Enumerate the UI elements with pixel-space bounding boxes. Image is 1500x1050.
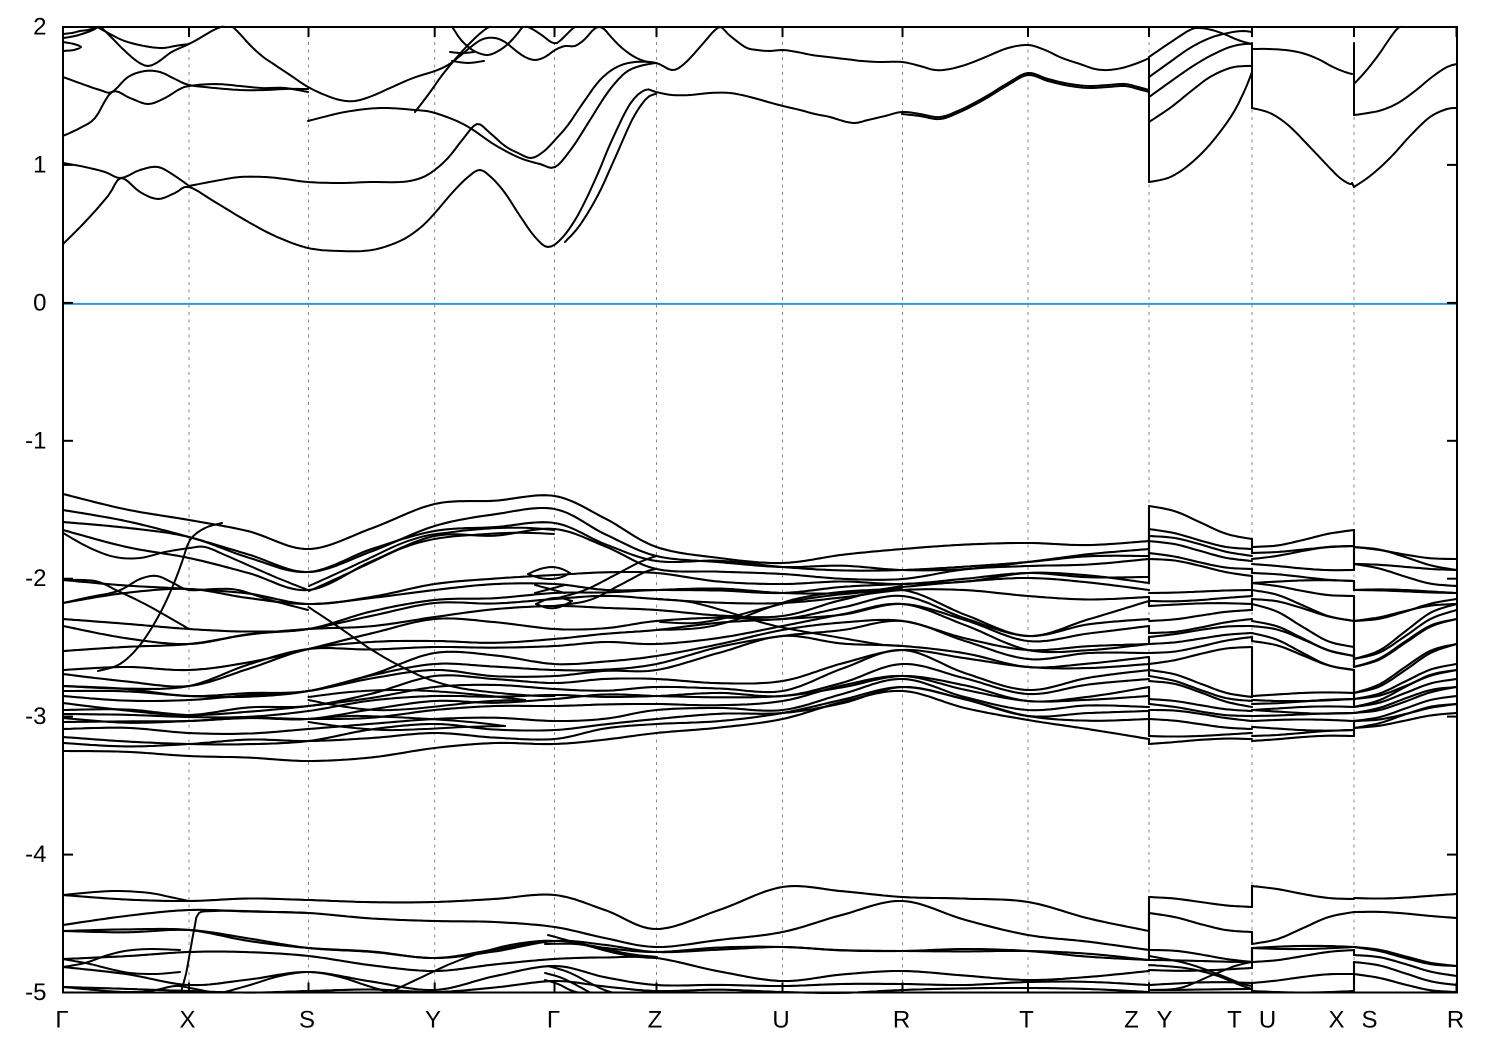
svg-text:-4: -4 (25, 841, 46, 868)
svg-text:Y: Y (425, 1007, 441, 1034)
svg-text:X: X (179, 1007, 195, 1034)
svg-text:Y: Y (1156, 1007, 1172, 1034)
svg-text:R: R (893, 1007, 910, 1034)
svg-text:Z: Z (1124, 1007, 1139, 1034)
svg-text:Γ: Γ (547, 1007, 560, 1034)
svg-text:2: 2 (33, 14, 46, 41)
svg-text:-2: -2 (25, 565, 46, 592)
svg-text:-5: -5 (25, 979, 46, 1006)
svg-text:1: 1 (33, 151, 46, 178)
svg-text:Γ: Γ (55, 1007, 68, 1034)
svg-text:-1: -1 (25, 427, 46, 454)
svg-text:R: R (1447, 1007, 1464, 1034)
svg-text:-3: -3 (25, 703, 46, 730)
svg-text:0: 0 (33, 289, 46, 316)
svg-text:Z: Z (648, 1007, 663, 1034)
svg-text:S: S (1361, 1007, 1377, 1034)
svg-text:U: U (1259, 1007, 1276, 1034)
svg-text:X: X (1328, 1007, 1344, 1034)
svg-text:U: U (772, 1007, 789, 1034)
svg-text:S: S (299, 1007, 315, 1034)
svg-text:T: T (1019, 1007, 1034, 1034)
svg-text:T: T (1227, 1007, 1242, 1034)
